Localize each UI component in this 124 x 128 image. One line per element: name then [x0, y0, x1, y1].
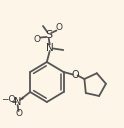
- Text: −O: −O: [1, 95, 15, 104]
- Text: O: O: [56, 24, 63, 33]
- Text: N: N: [46, 43, 54, 53]
- Text: +: +: [19, 95, 24, 100]
- Text: O: O: [15, 109, 22, 119]
- Text: O: O: [71, 70, 79, 80]
- Text: O: O: [34, 35, 41, 45]
- Text: N: N: [14, 97, 21, 107]
- Text: S: S: [45, 30, 52, 40]
